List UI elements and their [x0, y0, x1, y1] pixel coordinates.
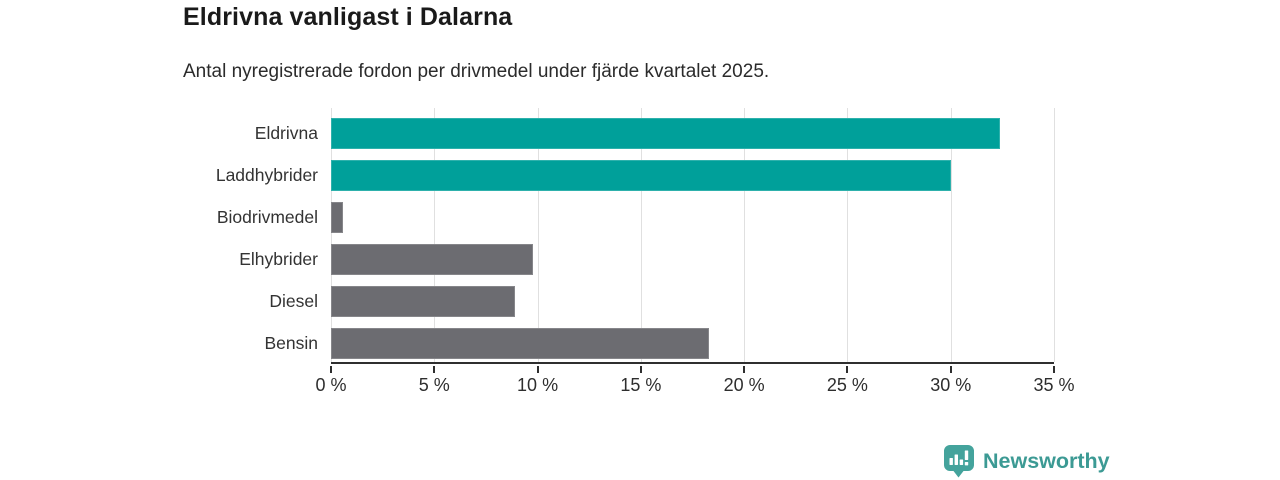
category-label-bensin: Bensin	[264, 333, 318, 353]
gridline	[1054, 108, 1055, 362]
axis-tick	[536, 366, 539, 373]
category-label-elhybrider: Elhybrider	[239, 249, 318, 269]
gridline	[640, 108, 642, 362]
newsworthy-logo-icon	[944, 445, 974, 478]
axis-tick	[433, 366, 436, 373]
bar-biodrivmedel	[331, 202, 344, 233]
bar-diesel	[331, 286, 515, 317]
x-tick-label: 15 %	[620, 375, 662, 395]
x-tick-label: 30 %	[930, 375, 972, 395]
axis-tick	[743, 366, 746, 373]
x-tick-label: 0 %	[315, 375, 347, 395]
gridline	[537, 108, 539, 362]
x-tick-label: 20 %	[723, 375, 765, 395]
newsworthy-logo[interactable]: Newsworthy	[944, 445, 1110, 478]
gridline	[744, 108, 746, 362]
x-tick-label: 10 %	[517, 375, 559, 395]
gridline	[950, 108, 952, 362]
axis-tick	[1053, 366, 1055, 373]
plot-area	[331, 108, 1055, 364]
bar-laddhybrider	[331, 160, 951, 191]
gridline	[847, 108, 849, 362]
axis-tick	[639, 366, 642, 373]
category-label-diesel: Diesel	[269, 291, 318, 311]
category-label-laddhybrider: Laddhybrider	[215, 165, 318, 185]
chart-title: Eldrivna vanligast i Dalarna	[183, 3, 513, 31]
category-label-biodrivmedel: Biodrivmedel	[216, 207, 318, 227]
category-axis: Eldrivna Laddhybrider Biodrivmedel Elhybrid…	[0, 108, 318, 364]
gridline	[434, 108, 436, 362]
bar-elhybrider	[331, 244, 534, 275]
axis-tick	[846, 366, 849, 373]
bar-eldrivna	[331, 118, 1001, 149]
category-label-eldrivna: Eldrivna	[254, 123, 318, 143]
axis-tick	[330, 366, 332, 373]
x-tick-label: 25 %	[826, 375, 868, 395]
newsworthy-logo-text: Newsworthy	[983, 449, 1110, 473]
gridline	[331, 108, 332, 362]
x-axis: 0 % 5 % 10 % 15 % 20 % 25 % 30 % 35 %	[315, 366, 1075, 406]
chart-subtitle: Antal nyregistrerade fordon per drivmede…	[183, 61, 770, 82]
x-tick-label: 5 %	[418, 375, 450, 395]
bar-bensin	[331, 328, 710, 359]
x-tick-label: 35 %	[1033, 375, 1075, 395]
axis-tick	[949, 366, 952, 373]
